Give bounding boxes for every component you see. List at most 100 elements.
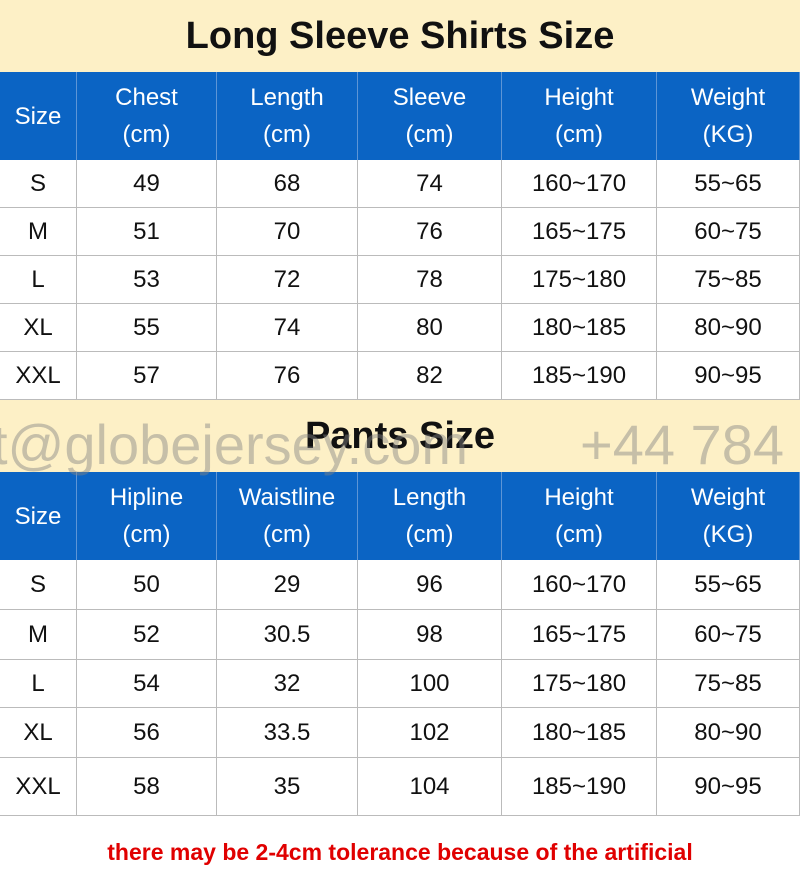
header-text: (KG) — [702, 521, 754, 548]
table-cell: M — [0, 610, 77, 660]
table-cell: 82 — [358, 352, 502, 400]
header-text: Weight — [690, 84, 766, 111]
header-text: Size — [14, 502, 62, 530]
table-cell: 175~180 — [502, 660, 657, 708]
header-cell: Length (cm) — [358, 472, 502, 560]
header-text: Length — [250, 84, 324, 111]
table-cell: 165~175 — [502, 610, 657, 660]
table-cell: 175~180 — [502, 256, 657, 304]
table-cell: 80~90 — [657, 708, 800, 758]
table-cell: 33.5 — [217, 708, 358, 758]
table-cell: 53 — [77, 256, 217, 304]
header-cell: Waistline (cm) — [217, 472, 358, 560]
header-text: Height — [544, 84, 614, 111]
header-text: (cm) — [263, 521, 311, 548]
header-cell: Size — [0, 472, 77, 560]
header-text: Sleeve — [392, 84, 467, 111]
table-cell: 51 — [77, 208, 217, 256]
table-cell: 98 — [358, 610, 502, 660]
table-cell: 185~190 — [502, 758, 657, 816]
table-cell: 102 — [358, 708, 502, 758]
header-cell: Chest (cm) — [77, 72, 217, 160]
header-text: (cm) — [122, 121, 171, 148]
table-cell: XL — [0, 304, 77, 352]
header-cell: Length (cm) — [217, 72, 358, 160]
header-text: Hipline — [109, 484, 184, 511]
header-text: Length — [392, 484, 467, 511]
header-text: (cm) — [405, 521, 454, 548]
table-cell: L — [0, 256, 77, 304]
table-cell: 74 — [217, 304, 358, 352]
table-cell: 76 — [358, 208, 502, 256]
table-title: Pants Size — [0, 400, 800, 472]
table-cell: 76 — [217, 352, 358, 400]
table-cell: 35 — [217, 758, 358, 816]
header-text: Height — [544, 484, 614, 511]
table-cell: L — [0, 660, 77, 708]
table-cell: 100 — [358, 660, 502, 708]
header-cell: Weight (KG) — [657, 72, 800, 160]
table-cell: 29 — [217, 560, 358, 610]
table-cell: 49 — [77, 160, 217, 208]
table-cell: 160~170 — [502, 560, 657, 610]
table-cell: 30.5 — [217, 610, 358, 660]
table-cell: S — [0, 560, 77, 610]
table-cell: 75~85 — [657, 660, 800, 708]
table-cell: 55~65 — [657, 560, 800, 610]
table-cell: XXL — [0, 758, 77, 816]
header-text: (cm) — [405, 121, 454, 148]
table-cell: 55 — [77, 304, 217, 352]
table-cell: 185~190 — [502, 352, 657, 400]
header-cell: Height (cm) — [502, 472, 657, 560]
table-cell: 52 — [77, 610, 217, 660]
table-cell: 96 — [358, 560, 502, 610]
header-text: (cm) — [263, 121, 311, 148]
header-text: (cm) — [555, 521, 603, 548]
table-cell: 68 — [217, 160, 358, 208]
table-cell: XL — [0, 708, 77, 758]
table-cell: 72 — [217, 256, 358, 304]
table-cell: 74 — [358, 160, 502, 208]
table-cell: S — [0, 160, 77, 208]
table-cell: 60~75 — [657, 208, 800, 256]
table-cell: 50 — [77, 560, 217, 610]
table-cell: 55~65 — [657, 160, 800, 208]
header-text: Size — [14, 102, 62, 130]
header-text: Weight — [690, 484, 766, 511]
table-cell: 70 — [217, 208, 358, 256]
header-cell: Height (cm) — [502, 72, 657, 160]
header-cell: Hipline (cm) — [77, 472, 217, 560]
header-cell: Sleeve (cm) — [358, 72, 502, 160]
table-cell: 165~175 — [502, 208, 657, 256]
table-cell: 57 — [77, 352, 217, 400]
table-cell: 32 — [217, 660, 358, 708]
header-text: Chest — [115, 84, 178, 111]
table-cell: 80 — [358, 304, 502, 352]
table-cell: 90~95 — [657, 758, 800, 816]
header-text: Waistline — [238, 484, 336, 511]
watermark: +44 784 — [580, 413, 784, 476]
table-cell: 104 — [358, 758, 502, 816]
watermark: t@globejersey.com — [0, 413, 468, 476]
header-cell: Weight (KG) — [657, 472, 800, 560]
table-cell: XXL — [0, 352, 77, 400]
table-cell: 160~170 — [502, 160, 657, 208]
header-text: (cm) — [555, 121, 603, 148]
tolerance-note: there may be 2-4cm tolerance because of … — [107, 839, 693, 865]
header-text: (KG) — [702, 121, 754, 148]
table-cell: 180~185 — [502, 708, 657, 758]
table-cell: M — [0, 208, 77, 256]
table-cell: 58 — [77, 758, 217, 816]
table-cell: 60~75 — [657, 610, 800, 660]
header-cell: Size — [0, 72, 77, 160]
header-text: (cm) — [122, 521, 171, 548]
table-cell: 56 — [77, 708, 217, 758]
table-cell: 54 — [77, 660, 217, 708]
table-cell: 180~185 — [502, 304, 657, 352]
table-cell: 78 — [358, 256, 502, 304]
table-title: Long Sleeve Shirts Size — [0, 0, 800, 72]
table-cell: 80~90 — [657, 304, 800, 352]
table-cell: 90~95 — [657, 352, 800, 400]
table-cell: 75~85 — [657, 256, 800, 304]
